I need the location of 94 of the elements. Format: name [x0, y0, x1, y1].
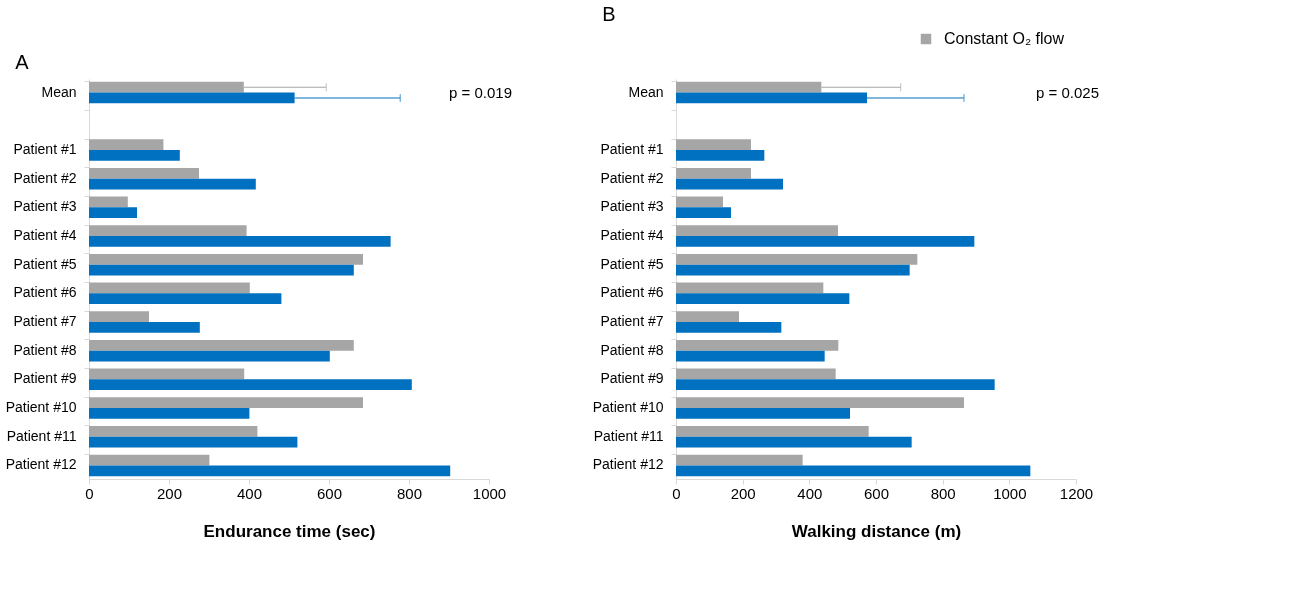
bar	[89, 139, 164, 150]
x-tick-label: 800	[930, 484, 956, 502]
bar	[89, 425, 258, 437]
bar	[89, 368, 245, 380]
chart-title: B	[602, 3, 616, 25]
bar	[676, 167, 751, 179]
x-tick-label: 200	[730, 484, 756, 502]
y-tick-label: Patient #6	[600, 284, 664, 301]
bar	[89, 454, 210, 466]
bar	[676, 350, 825, 362]
bar	[676, 207, 731, 219]
y-tick-label: Patient #3	[600, 198, 664, 215]
bar	[676, 368, 836, 380]
y-tick-label: Patient #5	[600, 255, 664, 272]
y-tick-label: Patient #1	[600, 140, 664, 157]
bar	[676, 253, 918, 265]
chart-title: A	[15, 51, 30, 73]
bar	[676, 322, 782, 333]
y-tick-label: Patient #1	[13, 140, 77, 157]
bar	[676, 293, 850, 305]
y-tick-label: Mean	[41, 83, 77, 100]
y-tick-label: Patient #2	[600, 169, 664, 186]
annotation: p = 0.025	[1036, 83, 1099, 101]
bar	[89, 167, 199, 179]
x-tick-label: 600	[316, 484, 343, 502]
bar	[676, 311, 739, 323]
y-tick-label: Patient #9	[13, 370, 77, 387]
bar	[676, 465, 1031, 477]
x-tick-label: 600	[863, 484, 890, 502]
bar	[89, 293, 282, 305]
x-tick-label: 0	[85, 484, 94, 502]
bar	[676, 425, 869, 437]
y-tick-label: Patient #4	[600, 226, 664, 243]
bar	[89, 408, 250, 419]
y-tick-label: Patient #8	[13, 341, 77, 358]
bar	[89, 350, 330, 362]
bar	[676, 235, 975, 247]
y-tick-label: Patient #7	[13, 313, 77, 330]
bar	[89, 264, 354, 276]
bar	[89, 379, 412, 391]
x-tick-label: 1000	[993, 484, 1027, 502]
bar	[89, 397, 363, 409]
bar	[676, 178, 783, 190]
y-tick-label: Patient #2	[13, 169, 77, 186]
y-tick-label: Patient #6	[13, 284, 77, 301]
legend-label: Constant O₂ flow	[944, 30, 1065, 47]
bar	[89, 436, 298, 448]
bar	[89, 465, 451, 477]
x-tick-label: 0	[672, 484, 681, 502]
bar	[676, 139, 751, 150]
bar	[676, 264, 910, 276]
y-tick-label: Patient #9	[600, 370, 664, 387]
x-axis-title: Endurance time (sec)	[203, 521, 376, 541]
bar	[89, 282, 250, 294]
y-tick-label: Patient #5	[13, 255, 77, 272]
bar	[89, 235, 391, 247]
bar	[89, 196, 128, 208]
bar	[89, 253, 363, 265]
bar	[89, 207, 137, 219]
x-tick-label: 1000	[472, 484, 507, 502]
y-tick-label: Patient #11	[593, 427, 664, 444]
y-tick-label: Patient #10	[592, 399, 664, 416]
x-tick-label: 400	[797, 484, 823, 502]
bar	[676, 149, 765, 161]
y-tick-label: Patient #12	[592, 456, 664, 473]
bar	[676, 282, 824, 294]
bar	[89, 149, 180, 161]
bar	[89, 225, 247, 236]
bar	[89, 178, 256, 190]
y-tick-label: Patient #4	[13, 226, 77, 243]
x-axis-title: Walking distance (m)	[791, 521, 962, 541]
x-tick-label: 400	[236, 484, 263, 502]
bar	[676, 225, 838, 236]
y-tick-label: Patient #8	[600, 341, 664, 358]
annotation: p = 0.019	[449, 83, 512, 101]
bar	[89, 311, 149, 323]
bar	[676, 454, 803, 466]
x-tick-label: 1200	[1059, 484, 1094, 502]
bar	[89, 322, 200, 333]
y-tick-label: Patient #11	[6, 427, 77, 444]
bar	[89, 339, 354, 351]
y-tick-label: Mean	[628, 83, 664, 100]
x-tick-label: 200	[156, 484, 183, 502]
y-tick-label: Patient #10	[5, 399, 77, 416]
bar	[676, 196, 723, 208]
bar	[676, 408, 850, 419]
y-tick-label: Patient #7	[600, 313, 664, 330]
bar	[676, 339, 839, 351]
bar	[676, 379, 995, 391]
y-tick-label: Patient #3	[13, 198, 77, 215]
bar	[676, 397, 964, 409]
x-tick-label: 800	[396, 484, 423, 502]
bar	[676, 436, 912, 448]
y-tick-label: Patient #12	[5, 456, 77, 473]
